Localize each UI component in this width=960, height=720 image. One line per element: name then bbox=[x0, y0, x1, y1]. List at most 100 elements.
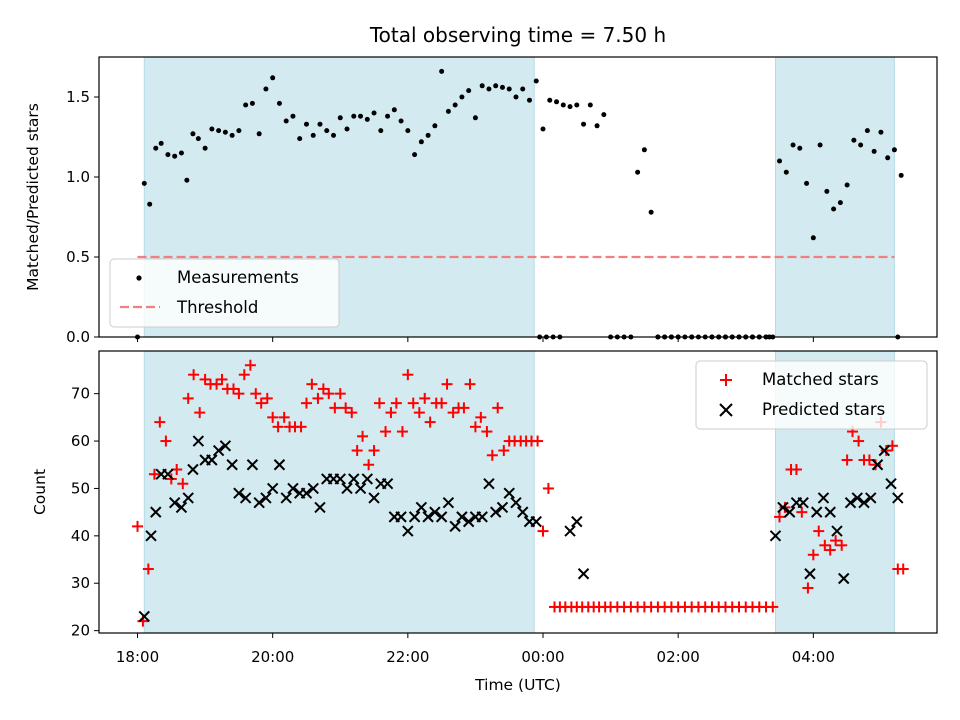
measurement-point bbox=[526, 97, 532, 103]
matched-point bbox=[870, 459, 882, 471]
measurement-point bbox=[486, 86, 492, 92]
ratio-legend: Measurements Threshold bbox=[109, 258, 340, 328]
measurement-point bbox=[432, 123, 438, 129]
matched-point bbox=[300, 397, 312, 409]
ratio-y-axis-label: Matched/Predicted stars bbox=[24, 103, 42, 291]
matched-point bbox=[317, 383, 329, 395]
predicted-point bbox=[206, 454, 218, 466]
predicted-point bbox=[300, 487, 313, 499]
matched-point bbox=[346, 407, 358, 419]
x-tick-label: 22:00 bbox=[386, 648, 429, 666]
predicted-point bbox=[824, 506, 836, 518]
measurement-point bbox=[276, 100, 282, 106]
matched-point bbox=[250, 388, 262, 400]
predicted-point bbox=[462, 515, 475, 528]
matched-point bbox=[357, 430, 369, 442]
measurement-point bbox=[601, 112, 607, 118]
measurement-point bbox=[418, 139, 424, 145]
measurement-point bbox=[790, 142, 796, 148]
matched-point bbox=[532, 435, 544, 447]
y-tick-label: 40 bbox=[71, 527, 90, 545]
matched-point bbox=[407, 397, 419, 409]
predicted-point bbox=[564, 525, 576, 537]
matched-point bbox=[255, 397, 267, 409]
matched-point bbox=[447, 407, 459, 419]
predicted-point bbox=[577, 568, 590, 580]
matched-point bbox=[486, 449, 498, 461]
measurement-point bbox=[648, 209, 654, 215]
measurement-point bbox=[190, 131, 196, 137]
y-tick-label: 70 bbox=[71, 385, 90, 403]
predicted-point bbox=[239, 492, 252, 504]
observing-windows bbox=[143, 350, 895, 634]
matched-point bbox=[853, 435, 865, 447]
x-tick-label: 00:00 bbox=[521, 648, 564, 666]
measurement-point bbox=[398, 118, 404, 124]
matched-point bbox=[824, 544, 836, 556]
measurement-point bbox=[371, 110, 377, 116]
predicted-point bbox=[783, 506, 796, 518]
matched-point bbox=[475, 411, 487, 423]
matched-point bbox=[796, 506, 808, 518]
measurement-point bbox=[641, 147, 647, 153]
matched-point bbox=[182, 392, 194, 404]
measurement-point bbox=[344, 126, 350, 132]
measurement-point bbox=[195, 136, 201, 142]
predicted-point bbox=[489, 506, 502, 518]
predicted-point bbox=[361, 473, 374, 485]
predicted-point bbox=[476, 511, 488, 523]
measurement-point bbox=[222, 129, 228, 135]
measurement-point bbox=[506, 86, 512, 92]
measurement-point bbox=[425, 132, 431, 138]
matched-point bbox=[216, 373, 228, 385]
legend-predicted-marker bbox=[719, 403, 733, 417]
measurement-point bbox=[898, 172, 904, 178]
y-tick-label: 50 bbox=[71, 479, 90, 497]
measurement-point bbox=[310, 132, 316, 138]
measurement-point bbox=[337, 115, 343, 121]
measurement-point bbox=[452, 102, 458, 108]
matched-point bbox=[836, 539, 848, 551]
predicted-point bbox=[138, 610, 150, 623]
measurement-point bbox=[871, 148, 877, 154]
measurement-point bbox=[317, 121, 323, 127]
measurement-point bbox=[216, 128, 222, 134]
predicted-point bbox=[885, 477, 897, 490]
counts-y-axis-label: Count bbox=[31, 469, 49, 515]
y-tick-label: 0.5 bbox=[66, 248, 90, 266]
measurement-point bbox=[864, 128, 870, 134]
matched-point bbox=[385, 407, 397, 419]
predicted-point bbox=[878, 444, 890, 457]
predicted-point bbox=[381, 477, 394, 490]
measurement-point bbox=[831, 206, 837, 212]
legend-matched-label: Matched stars bbox=[762, 370, 879, 389]
matched-point bbox=[841, 454, 853, 466]
observing-window bbox=[143, 350, 535, 634]
predicted-point bbox=[865, 492, 877, 504]
measurement-point bbox=[513, 94, 519, 100]
measurement-point bbox=[385, 113, 391, 119]
matched-point bbox=[334, 388, 346, 400]
predicted-point bbox=[510, 496, 522, 509]
predicted-point bbox=[287, 482, 299, 495]
predicted-point bbox=[817, 492, 830, 504]
matched-point bbox=[774, 511, 786, 523]
predicted-point bbox=[212, 444, 225, 457]
predicted-point bbox=[354, 482, 367, 495]
measurement-point bbox=[153, 145, 159, 151]
ratio-panel: 0.0 0.5 1.0 1.5 Matched/Predicted stars Mea… bbox=[24, 56, 938, 346]
measurement-point bbox=[466, 88, 472, 94]
matched-point bbox=[807, 549, 819, 561]
matched-point bbox=[160, 435, 172, 447]
ratio-legend-box bbox=[109, 258, 340, 328]
matched-point bbox=[880, 445, 892, 457]
predicted-point bbox=[769, 530, 782, 542]
legend-threshold-label: Threshold bbox=[176, 298, 258, 317]
matched-point bbox=[233, 388, 245, 400]
measurement-point bbox=[547, 97, 553, 103]
measurement-point bbox=[574, 102, 580, 108]
matched-point bbox=[188, 369, 200, 381]
matched-point bbox=[132, 520, 144, 532]
predicted-point bbox=[260, 492, 272, 504]
predicted-point bbox=[182, 492, 194, 504]
